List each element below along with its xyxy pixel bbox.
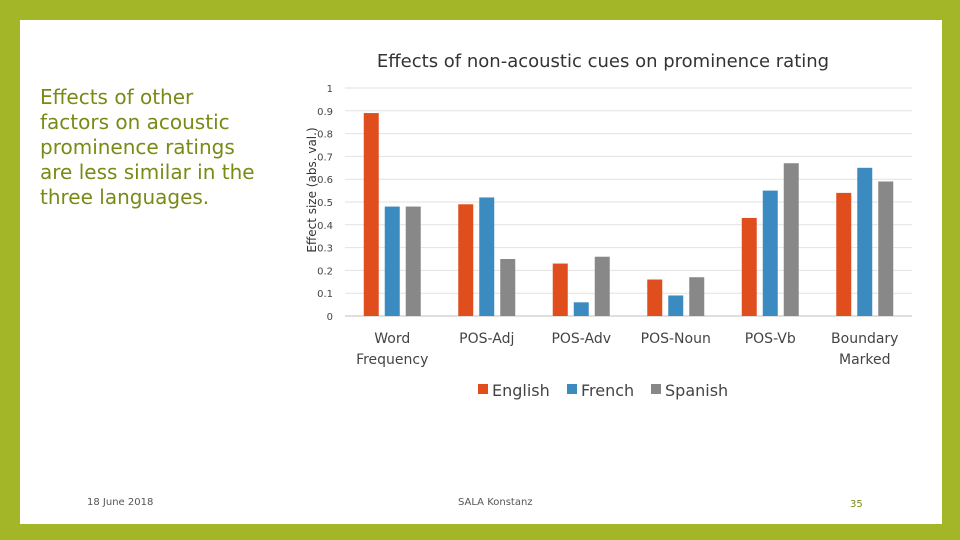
legend-label-french: French: [581, 381, 634, 400]
y-tick-label: 0.3: [317, 244, 333, 255]
bar-spanish: [878, 181, 894, 316]
bar-spanish: [405, 206, 421, 316]
legend: English French Spanish: [478, 381, 728, 400]
bar-spanish: [594, 256, 610, 316]
category-label: POS-Adj: [459, 331, 514, 347]
y-tick-label: 0.6: [317, 175, 333, 186]
y-tick-labels: 0 0.1 0.2 0.3 0.4 0.5 0.6 0.7 0.8 0.9 1: [317, 84, 333, 323]
bar-spanish: [689, 277, 705, 316]
y-tick-label: 0.7: [317, 152, 333, 163]
y-tick-label: 1: [327, 84, 333, 95]
bar-english: [647, 279, 663, 316]
category-label: POS-Vb: [745, 331, 796, 347]
legend-swatch-french: [567, 384, 577, 394]
bar-french: [762, 190, 778, 316]
category-label: POS-Adv: [551, 331, 611, 347]
y-tick-label: 0.2: [317, 266, 333, 277]
chart-grid: [345, 87, 912, 317]
footer-date: 18 June 2018: [87, 497, 154, 508]
side-text: Effects of other factors on acoustic pro…: [40, 85, 255, 209]
category-labels: Word Frequency POS-Adj POS-Adv POS-Noun POS-V…: [356, 331, 898, 368]
bar-french: [384, 206, 400, 316]
bar-french: [479, 197, 495, 316]
y-tick-label: 0: [327, 312, 333, 323]
y-tick-label: 0.4: [317, 221, 333, 232]
category-label: POS-Noun: [641, 331, 711, 347]
bar-english: [741, 217, 757, 316]
bar-english: [552, 263, 568, 316]
y-tick-label: 0.8: [317, 130, 333, 141]
legend-label-spanish: Spanish: [665, 381, 728, 400]
bar-spanish: [500, 259, 516, 316]
y-tick-label: 0.9: [317, 107, 333, 118]
y-axis-label: Effect size (abs. val.): [305, 127, 319, 252]
category-label: Boundary Marked: [831, 331, 898, 368]
bar-french: [857, 167, 873, 316]
bar-english: [363, 113, 379, 316]
legend-swatch-english: [478, 384, 488, 394]
bar-french: [668, 295, 684, 316]
page-number: 35: [850, 499, 863, 510]
chart-bars: [363, 113, 894, 316]
y-tick-label: 0.1: [317, 289, 333, 300]
category-label: Word Frequency: [356, 331, 428, 368]
chart-title: Effects of non-acoustic cues on prominen…: [377, 51, 829, 72]
bar-french: [573, 302, 589, 316]
bar-english: [836, 192, 852, 316]
bar-english: [458, 204, 474, 316]
legend-swatch-spanish: [651, 384, 661, 394]
footer-center: SALA Konstanz: [458, 497, 533, 508]
legend-label-english: English: [492, 381, 550, 400]
bar-spanish: [783, 163, 799, 316]
y-tick-label: 0.5: [317, 198, 333, 209]
